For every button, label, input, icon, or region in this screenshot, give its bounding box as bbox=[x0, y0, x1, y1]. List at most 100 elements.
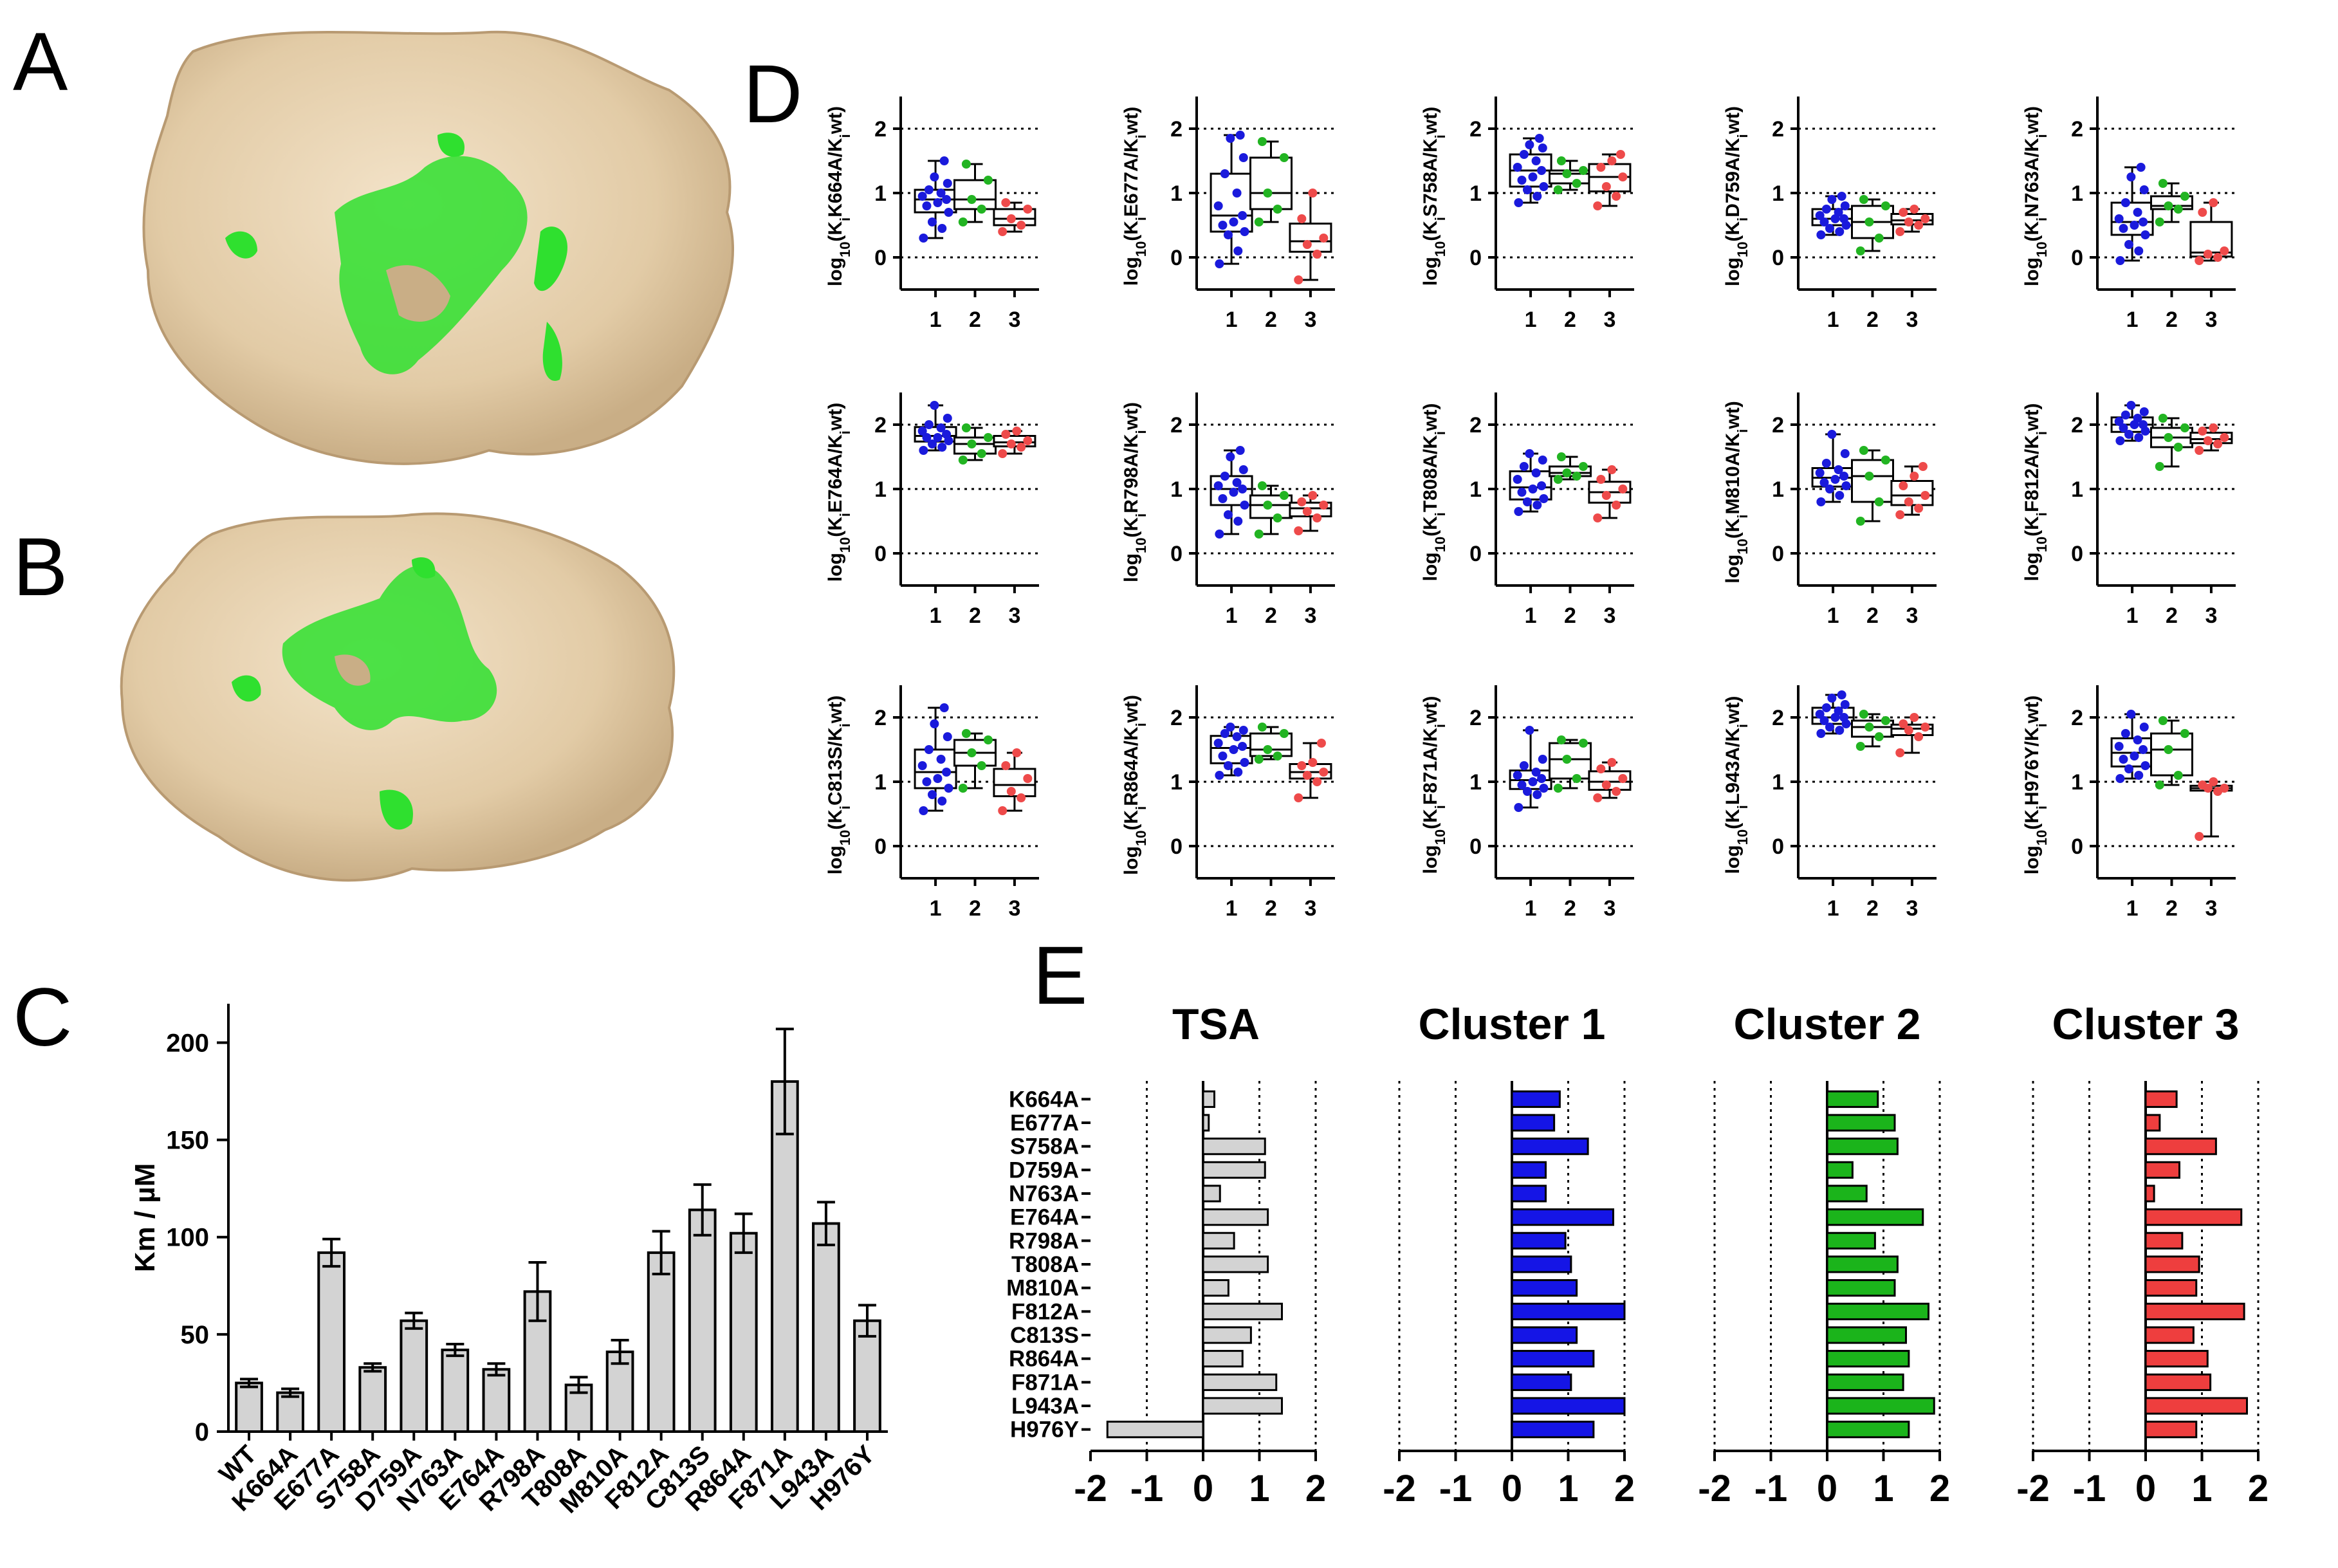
d-y-tick-label: 0 bbox=[1772, 246, 1784, 270]
d-data-point bbox=[1232, 732, 1242, 741]
e-bar bbox=[1511, 1090, 1561, 1108]
e-x-tick-label: -1 bbox=[1754, 1468, 1788, 1509]
d-data-point bbox=[2134, 771, 2144, 780]
d-data-point bbox=[2139, 723, 2149, 732]
d-y-tick-label: 0 bbox=[874, 835, 887, 859]
d-data-point bbox=[1220, 729, 1229, 738]
e-y-tick-label: F812A bbox=[1011, 1299, 1079, 1324]
e-bar bbox=[2144, 1397, 2248, 1415]
d-y-tick-label: 1 bbox=[2071, 770, 2083, 795]
d-data-point bbox=[1297, 497, 1307, 506]
d-subplot-T808A: 0 1 2 log10(KiT808A/Kiwt) 1 2 3 bbox=[1420, 392, 1634, 628]
e-bar bbox=[1511, 1255, 1572, 1273]
protein-structure-image-b bbox=[120, 512, 676, 882]
d-subplot-D759A: 0 1 2 log10(KiD759A/Kiwt) 1 2 3 bbox=[1722, 97, 1937, 332]
d-data-point bbox=[1821, 459, 1831, 468]
d-y-tick-label: 2 bbox=[2071, 117, 2083, 142]
d-y-axis-mutant: N763A bbox=[2021, 157, 2043, 217]
d-y-axis-mutant: F871A bbox=[1420, 747, 1441, 805]
e-bar bbox=[1511, 1208, 1614, 1226]
d-data-point bbox=[1821, 703, 1831, 712]
d-data-point bbox=[1834, 208, 1843, 217]
d-data-point bbox=[1881, 716, 1890, 725]
d-data-point bbox=[2155, 217, 2164, 226]
d-y-tick-label: 1 bbox=[1469, 477, 1482, 502]
d-x-tick-label: 2 bbox=[2166, 604, 2178, 628]
d-data-point bbox=[2155, 462, 2164, 471]
d-x-tick-label: 1 bbox=[1827, 604, 1839, 628]
e-bar bbox=[1202, 1185, 1221, 1203]
c-y-tick-label: 50 bbox=[181, 1321, 210, 1349]
panel-label-d: D bbox=[743, 48, 802, 140]
d-data-point bbox=[924, 420, 934, 429]
d-data-point bbox=[2198, 780, 2207, 789]
d-data-point bbox=[937, 797, 947, 806]
d-data-point bbox=[919, 234, 928, 243]
d-data-point bbox=[1840, 449, 1850, 458]
d-data-point bbox=[1263, 501, 1273, 510]
e-bar bbox=[1511, 1397, 1626, 1415]
e-bar bbox=[1826, 1231, 1876, 1250]
d-y-axis-label: log10(KiH976Y/Kiwt) bbox=[2021, 696, 2050, 874]
d-data-point bbox=[1834, 465, 1843, 474]
d-data-point bbox=[1517, 488, 1527, 497]
d-y-tick-label: 1 bbox=[1772, 477, 1784, 502]
d-data-point bbox=[1235, 131, 1245, 140]
d-data-point bbox=[1263, 745, 1273, 754]
d-data-point bbox=[961, 729, 971, 738]
d-y-axis-mutant: C813S bbox=[825, 746, 846, 806]
d-x-tick-label: 3 bbox=[1008, 604, 1020, 628]
d-data-point bbox=[943, 414, 952, 423]
panel-label-a: A bbox=[13, 16, 68, 108]
panel-d-box-plots: 0 1 2 log10(KiK664A/Kiwt) 1 2 3 0 1 2 log10(KiE677… bbox=[825, 97, 2236, 921]
e-bar bbox=[1826, 1373, 1904, 1391]
d-data-point bbox=[2209, 777, 2218, 786]
d-x-tick-label: 1 bbox=[1226, 308, 1238, 332]
d-data-point bbox=[1538, 143, 1547, 152]
d-data-point bbox=[1254, 530, 1264, 539]
d-data-point bbox=[1522, 497, 1532, 506]
e-x-tick-label: -2 bbox=[1698, 1468, 1731, 1509]
e-bar bbox=[2144, 1302, 2245, 1320]
d-data-point bbox=[1519, 761, 1529, 770]
d-data-point bbox=[1899, 481, 1908, 490]
d-x-tick-label: 3 bbox=[1008, 308, 1020, 332]
d-data-point bbox=[1539, 182, 1549, 191]
d-data-point bbox=[1910, 472, 1919, 481]
d-data-point bbox=[2213, 439, 2223, 448]
e-bar bbox=[1826, 1279, 1896, 1297]
d-y-tick-label: 0 bbox=[1772, 542, 1784, 566]
d-data-point bbox=[1001, 198, 1011, 207]
d-data-point bbox=[1240, 758, 1249, 767]
d-data-point bbox=[1556, 735, 1566, 744]
panel-label-b: B bbox=[13, 521, 68, 613]
d-data-point bbox=[1827, 694, 1837, 703]
d-data-point bbox=[939, 703, 949, 712]
d-y-tick-label: 2 bbox=[1170, 117, 1183, 142]
d-data-point bbox=[2203, 250, 2213, 259]
d-data-point bbox=[2209, 423, 2218, 432]
d-data-point bbox=[924, 185, 934, 194]
d-data-point bbox=[1517, 780, 1527, 789]
d-data-point bbox=[1840, 700, 1850, 709]
d-data-point bbox=[2173, 205, 2183, 214]
d-data-point bbox=[942, 195, 952, 204]
d-x-tick-label: 2 bbox=[1564, 308, 1576, 332]
d-y-tick-label: 2 bbox=[874, 117, 887, 142]
d-x-tick-label: 2 bbox=[1564, 604, 1576, 628]
d-x-tick-label: 2 bbox=[1866, 896, 1879, 921]
e-bar bbox=[2144, 1114, 2161, 1132]
d-data-point bbox=[1513, 475, 1522, 484]
d-data-point bbox=[1837, 192, 1846, 201]
c-bar bbox=[358, 1366, 387, 1433]
d-data-point bbox=[1618, 774, 1628, 783]
d-y-tick-label: 2 bbox=[1772, 117, 1784, 142]
d-data-point bbox=[1226, 723, 1235, 732]
d-data-point bbox=[1596, 163, 1606, 172]
d-y-tick-label: 1 bbox=[874, 770, 887, 795]
d-data-point bbox=[1012, 427, 1022, 436]
d-x-tick-label: 2 bbox=[1265, 896, 1277, 921]
e-bar bbox=[2144, 1421, 2198, 1439]
e-bar bbox=[2144, 1231, 2184, 1250]
e-x-tick-label: 1 bbox=[1249, 1468, 1269, 1509]
